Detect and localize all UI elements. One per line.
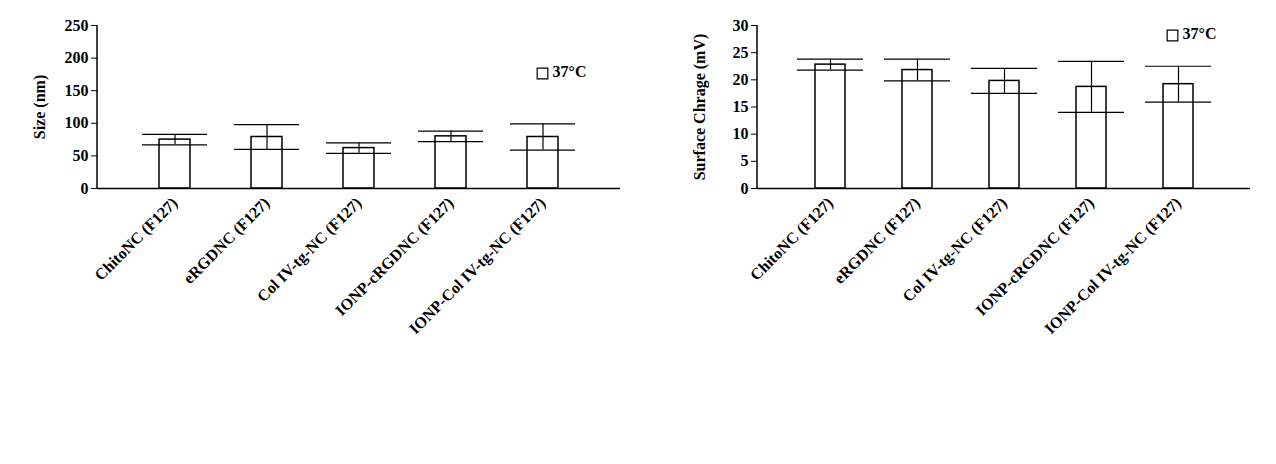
svg-text:eRGDNC (F127): eRGDNC (F127) — [180, 194, 273, 287]
svg-text:200: 200 — [65, 49, 89, 66]
svg-text:Col IV-tg-NC (F127): Col IV-tg-NC (F127) — [899, 194, 1011, 306]
svg-text:250: 250 — [65, 17, 89, 34]
svg-text:10: 10 — [733, 125, 749, 142]
svg-text:20: 20 — [733, 71, 749, 88]
svg-text:Surface Chrage (mV): Surface Chrage (mV) — [691, 34, 709, 181]
svg-text:IONP-cRGDNC (F127): IONP-cRGDNC (F127) — [972, 194, 1098, 319]
svg-text:150: 150 — [65, 82, 89, 99]
svg-text:Size (nm): Size (nm) — [31, 75, 49, 139]
svg-text:eRGDNC (F127): eRGDNC (F127) — [830, 194, 923, 287]
svg-text:5: 5 — [741, 152, 749, 169]
svg-text:100: 100 — [65, 114, 89, 131]
svg-text:15: 15 — [733, 98, 749, 115]
svg-text:25: 25 — [733, 44, 749, 61]
svg-text:50: 50 — [73, 147, 89, 164]
svg-text:IONP-Col IV-tg-NC (F127): IONP-Col IV-tg-NC (F127) — [1041, 194, 1185, 338]
svg-text:IONP-Col IV-tg-NC (F127): IONP-Col IV-tg-NC (F127) — [406, 194, 550, 338]
svg-text:ChitoNC (F127): ChitoNC (F127) — [747, 194, 837, 284]
svg-text:0: 0 — [741, 180, 749, 197]
svg-text:37°C: 37°C — [1183, 25, 1217, 42]
svg-text:Col IV-tg-NC (F127): Col IV-tg-NC (F127) — [253, 194, 365, 306]
svg-text:37°C: 37°C — [553, 63, 587, 80]
svg-text:0: 0 — [81, 180, 89, 197]
svg-text:30: 30 — [733, 17, 749, 34]
svg-text:IONP-cRGDNC (F127): IONP-cRGDNC (F127) — [331, 194, 457, 319]
svg-text:ChitoNC (F127): ChitoNC (F127) — [91, 194, 181, 284]
